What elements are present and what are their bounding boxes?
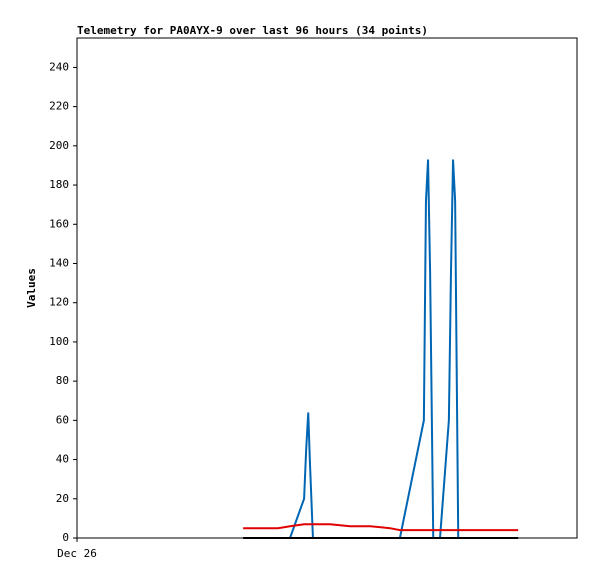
y-tick-label: 80 <box>56 374 69 387</box>
chart-title: Telemetry for PA0AYX-9 over last 96 hour… <box>77 24 428 37</box>
plot-frame <box>76 37 578 539</box>
series-line <box>243 159 519 539</box>
y-axis-label: Values <box>25 268 38 308</box>
y-tick-label: 20 <box>56 492 69 505</box>
y-tick-label: 180 <box>49 178 69 191</box>
y-tick-label: 200 <box>49 139 69 152</box>
y-tick-label: 40 <box>56 453 69 466</box>
y-tick-label: 60 <box>56 413 69 426</box>
y-tick-label: 220 <box>49 100 69 113</box>
series-line <box>243 523 519 532</box>
y-tick-label: 140 <box>49 256 69 269</box>
y-tick-label: 160 <box>49 217 69 230</box>
y-tick-label: 0 <box>62 531 69 544</box>
y-tick-label: 100 <box>49 335 69 348</box>
y-tick-label: 240 <box>49 60 69 73</box>
y-tick-label: 120 <box>49 296 69 309</box>
x-tick-label: Dec 26 <box>57 547 97 560</box>
